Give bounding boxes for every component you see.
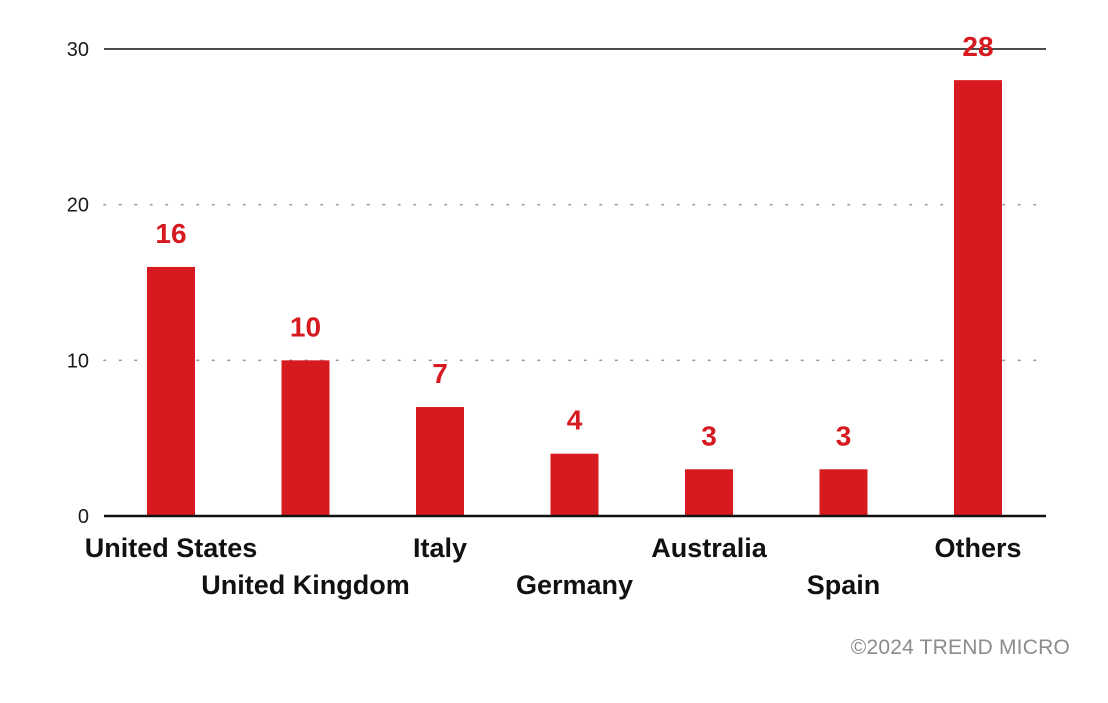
value-label: 7 — [432, 358, 448, 389]
value-label: 3 — [701, 420, 717, 451]
value-label: 10 — [290, 311, 321, 342]
category-label: Spain — [807, 570, 881, 600]
value-labels: 16 10 7 4 3 3 28 — [155, 31, 993, 451]
value-label: 4 — [567, 405, 583, 436]
bar-others — [954, 80, 1002, 516]
category-label: United Kingdom — [201, 570, 409, 600]
category-label: Italy — [413, 533, 467, 563]
bar-united-states — [147, 266, 195, 516]
y-tick-label: 30 — [67, 39, 89, 61]
category-label: United States — [85, 533, 258, 563]
copyright-text: ©2024 TREND MICRO — [850, 636, 1070, 659]
category-label: Germany — [516, 570, 633, 600]
bar-spain — [819, 469, 868, 516]
bar-australia — [685, 469, 733, 516]
bars — [147, 80, 1002, 516]
bar-italy — [416, 407, 464, 516]
y-tick-label: 20 — [67, 195, 89, 217]
y-axis-ticks: 0 10 20 30 — [67, 39, 89, 528]
category-label: Australia — [651, 533, 768, 563]
grid-lines — [103, 48, 1047, 362]
bar-united-kingdom — [281, 360, 330, 516]
y-tick-label: 0 — [78, 506, 89, 528]
y-tick-label: 10 — [67, 350, 89, 372]
value-label: 28 — [962, 31, 993, 62]
bar-germany — [550, 453, 599, 516]
category-label: Others — [934, 533, 1021, 563]
value-label: 16 — [155, 218, 186, 249]
value-label: 3 — [836, 420, 852, 451]
